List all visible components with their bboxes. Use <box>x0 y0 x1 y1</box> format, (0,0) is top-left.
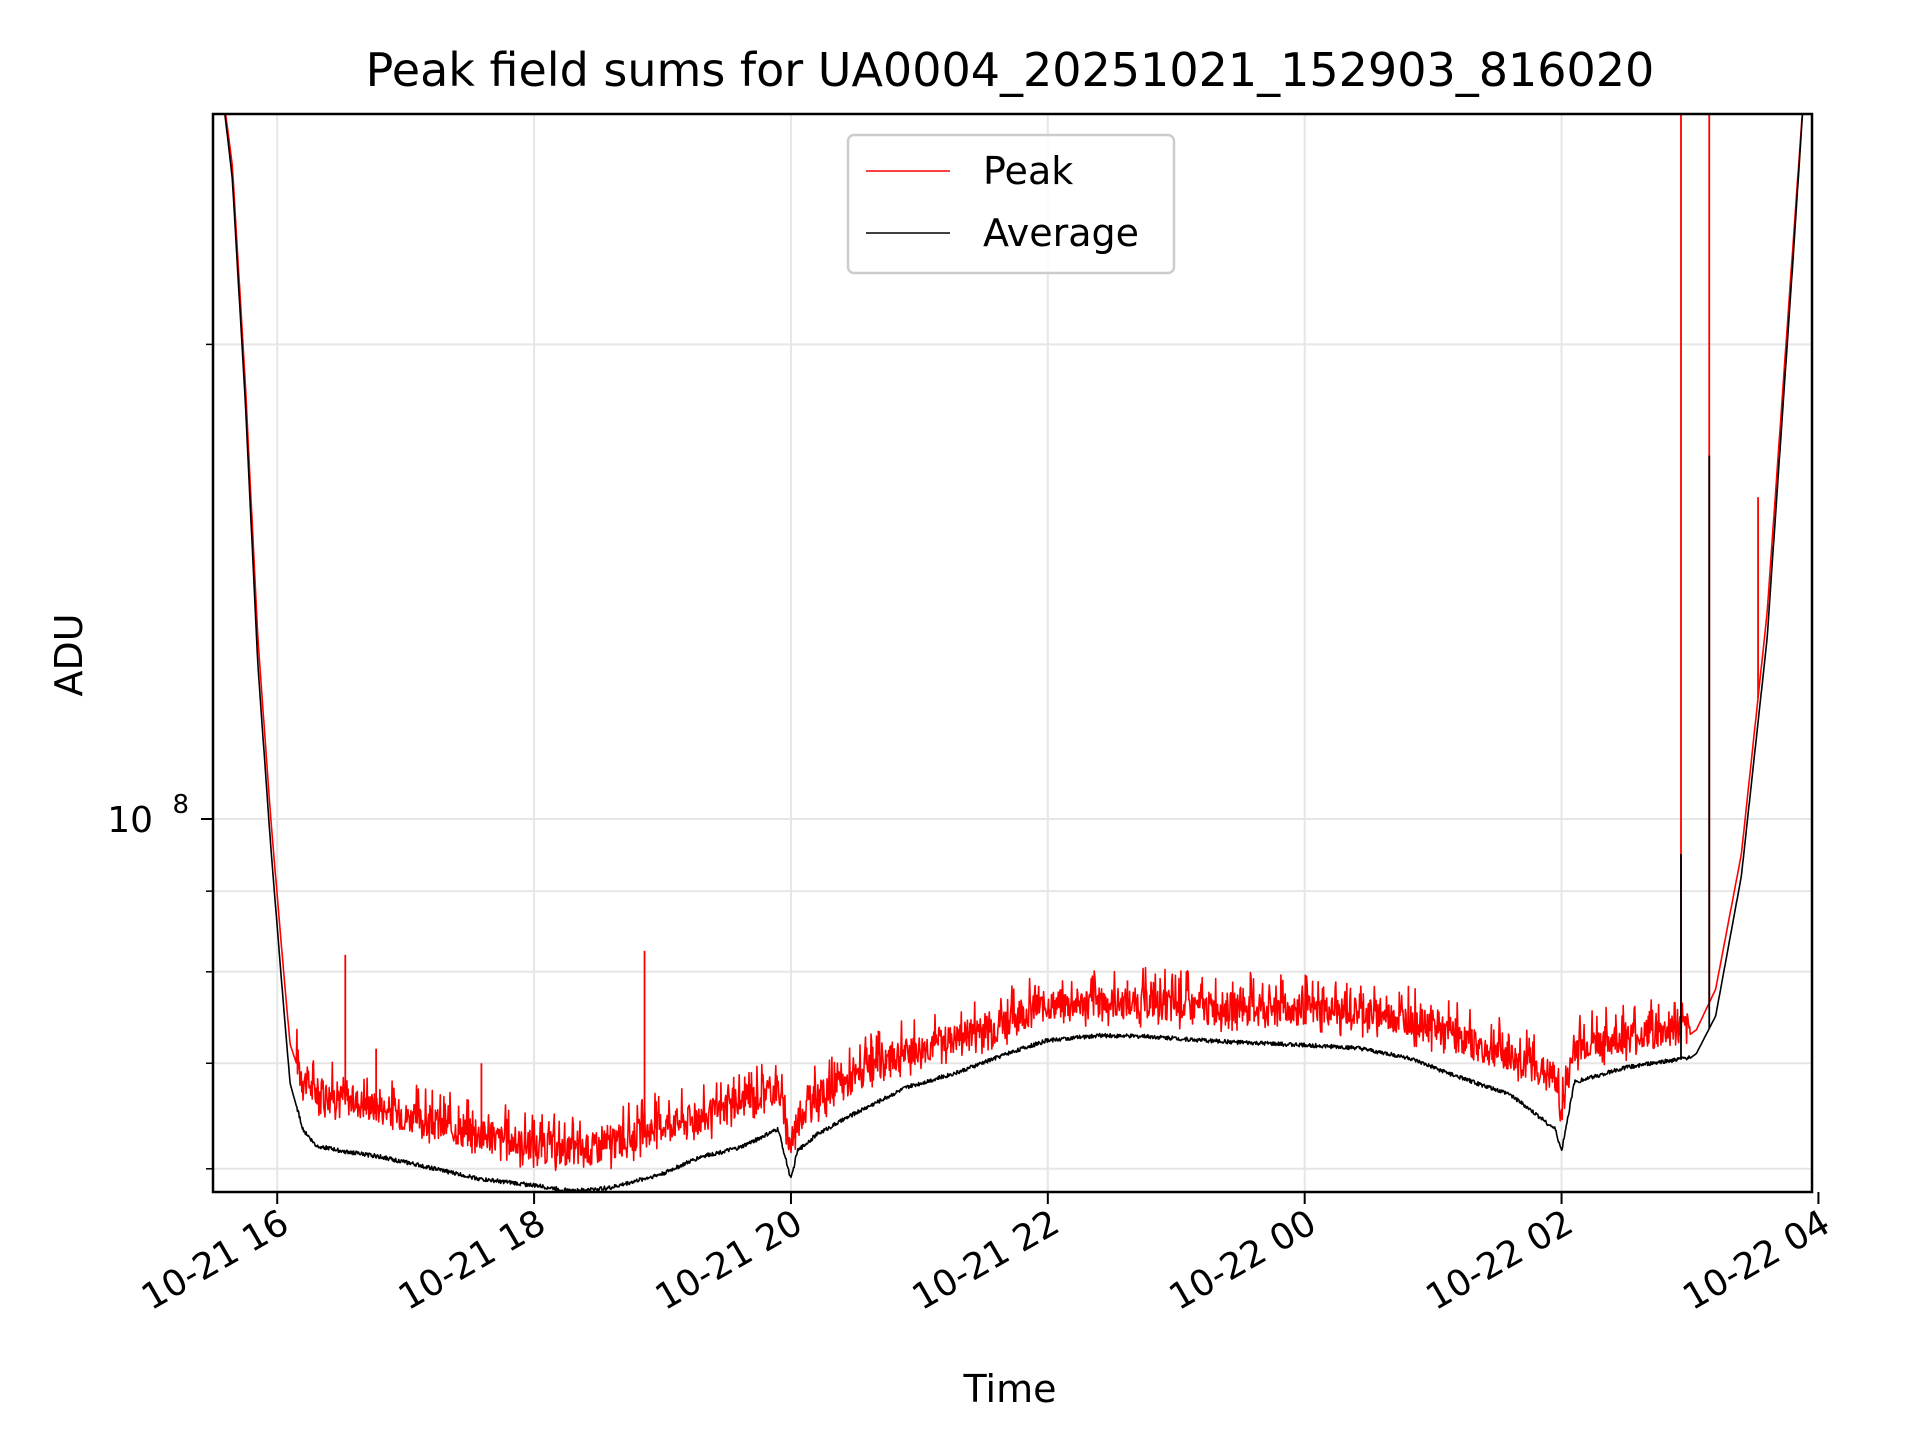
legend-average-label: Average <box>983 211 1139 255</box>
y-major-tick-label: 10 <box>107 800 153 841</box>
y-major-tick-exponent: 8 <box>172 790 189 820</box>
plot-frame <box>211 112 1814 1194</box>
y-axis-label: ADU <box>47 613 91 696</box>
series-line-average <box>219 114 1806 1192</box>
legend-peak-label: Peak <box>983 149 1073 193</box>
y-axis-ticks: 10 8 <box>107 343 213 1170</box>
x-axis-label: Time <box>963 1367 1057 1411</box>
series-line-peak <box>219 114 1806 1172</box>
legend-box <box>846 133 1176 275</box>
chart-title: Peak field sums for UA0004_20251021_1529… <box>366 43 1655 97</box>
grid-lines <box>213 114 1812 1192</box>
legend: Peak Average <box>846 133 1176 275</box>
plot-area <box>219 114 1806 1192</box>
